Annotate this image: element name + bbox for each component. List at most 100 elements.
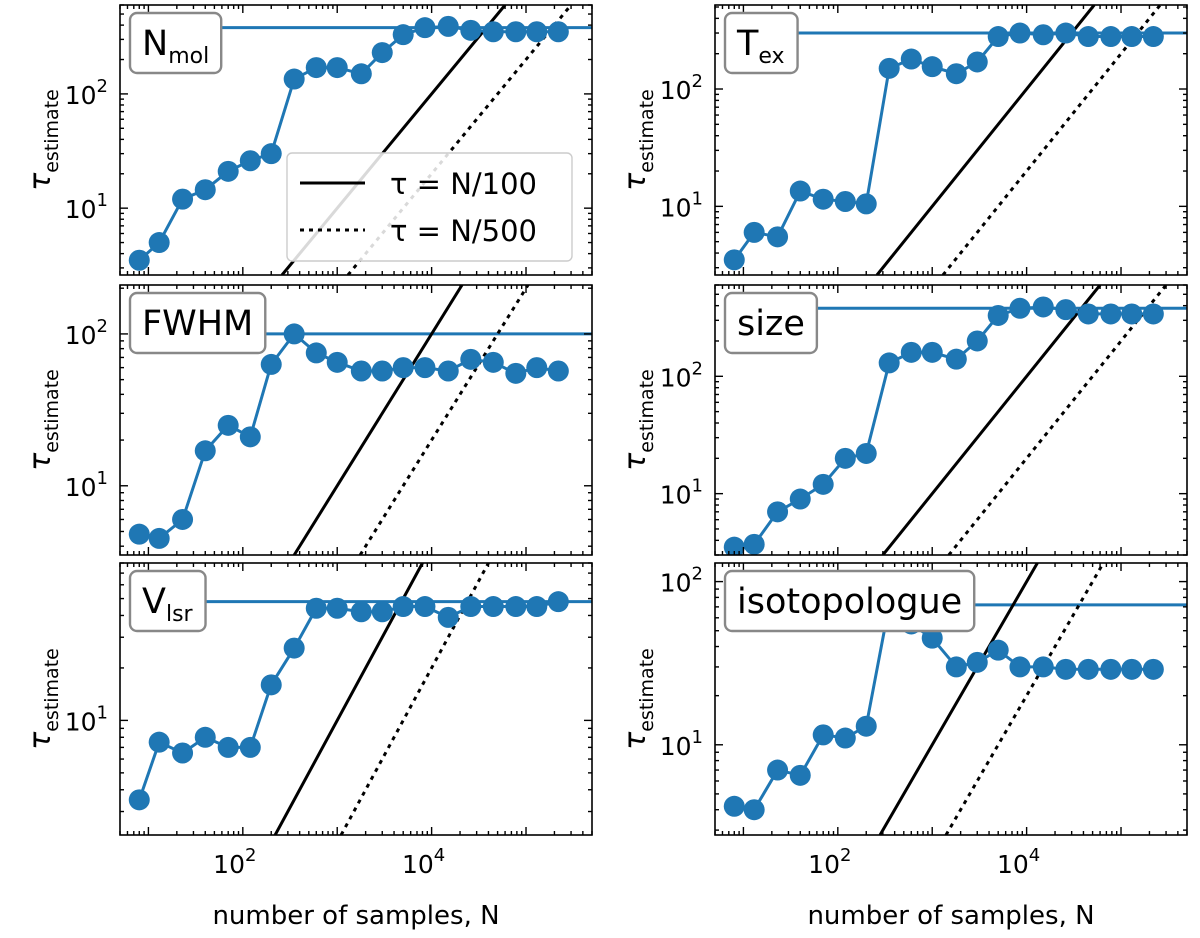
y-axis-label: τestimate (618, 648, 658, 750)
data-point (482, 596, 504, 618)
data-point (987, 639, 1009, 661)
data-point (987, 304, 1009, 326)
data-point (723, 536, 745, 555)
data-point (834, 447, 856, 469)
data-point (1121, 303, 1143, 325)
data-point (239, 150, 261, 172)
data-point (172, 188, 194, 210)
data-point (392, 24, 414, 46)
data-point (767, 759, 789, 781)
data-point (945, 63, 967, 85)
x-tick-label: 102 (808, 845, 851, 879)
legend-label: τ = N/100 (390, 167, 537, 201)
data-point (350, 63, 372, 85)
data-point (482, 21, 504, 43)
data-point (437, 360, 459, 382)
data-point (812, 724, 834, 746)
data-point (460, 596, 482, 618)
ref-line-n-over-500 (944, 563, 1105, 835)
data-point (1142, 658, 1164, 680)
panel-title: Nmol (128, 11, 223, 75)
data-point (812, 473, 834, 495)
data-point (482, 351, 504, 373)
data-point (392, 596, 414, 618)
data-point (547, 21, 569, 43)
x-axis-label: number of samples, N (807, 901, 1094, 931)
data-point (148, 527, 170, 549)
data-point (767, 501, 789, 523)
data-point (1100, 303, 1122, 325)
data-point (505, 21, 527, 43)
data-point (878, 352, 900, 374)
y-tick-label: 101 (660, 727, 703, 761)
data-point (239, 426, 261, 448)
y-tick-label: 101 (660, 188, 703, 222)
svg-text:τestimate: τestimate (23, 369, 63, 471)
svg-text:τestimate: τestimate (618, 369, 658, 471)
data-point (283, 323, 305, 345)
data-point (1009, 22, 1031, 44)
data-point (1077, 303, 1099, 325)
plot-area (128, 563, 592, 835)
data-point (723, 249, 745, 271)
ref-line-n-over-500 (947, 285, 1168, 555)
axes-frame (714, 284, 1188, 556)
data-point (326, 351, 348, 373)
y-tick-label: 102 (660, 564, 703, 598)
data-point (855, 715, 877, 737)
data-point (392, 357, 414, 379)
ref-line-n-over-100 (878, 563, 1039, 835)
data-point (194, 726, 216, 748)
data-point (987, 26, 1009, 48)
data-point (128, 789, 150, 811)
svg-text:Vlsr: Vlsr (142, 582, 194, 627)
ref-line-n-over-500 (358, 285, 530, 555)
data-point (414, 357, 436, 379)
data-point (966, 651, 988, 673)
data-point (855, 442, 877, 464)
y-tick-label: 102 (660, 358, 703, 392)
data-point (526, 596, 548, 618)
y-axis-label: τestimate (23, 648, 63, 750)
legend-entry-dotted: τ = N/500 (300, 214, 537, 248)
data-point (283, 68, 305, 90)
data-point (723, 795, 745, 817)
data-point (172, 742, 194, 764)
y-axis-label: τestimate (23, 89, 63, 191)
data-point (460, 19, 482, 41)
data-point (900, 341, 922, 363)
data-point (1142, 303, 1164, 325)
legend: τ = N/100 τ = N/500 (286, 152, 573, 262)
axes-frame (714, 4, 1188, 276)
data-point (128, 523, 150, 545)
ref-line-n-over-500 (941, 5, 1162, 275)
data-point (194, 179, 216, 201)
data-point (148, 731, 170, 753)
data-point (945, 656, 967, 678)
data-point (217, 414, 239, 436)
data-point (437, 606, 459, 628)
x-tick-label: 102 (213, 845, 256, 879)
y-axis-label: τestimate (23, 369, 63, 471)
data-point (128, 249, 150, 271)
data-point (239, 736, 261, 758)
data-point (789, 488, 811, 510)
svg-text:τestimate: τestimate (618, 648, 658, 750)
data-point (834, 190, 856, 212)
data-point (350, 360, 372, 382)
data-point (460, 348, 482, 370)
legend-label: τ = N/500 (390, 214, 537, 248)
data-point (371, 360, 393, 382)
axes-frame (119, 284, 593, 556)
data-point (1121, 658, 1143, 680)
data-point (1055, 658, 1077, 680)
data-point (743, 221, 765, 243)
x-tick-label: 104 (402, 845, 445, 879)
data-point (437, 15, 459, 37)
data-point (172, 508, 194, 530)
plot-area (128, 5, 592, 275)
